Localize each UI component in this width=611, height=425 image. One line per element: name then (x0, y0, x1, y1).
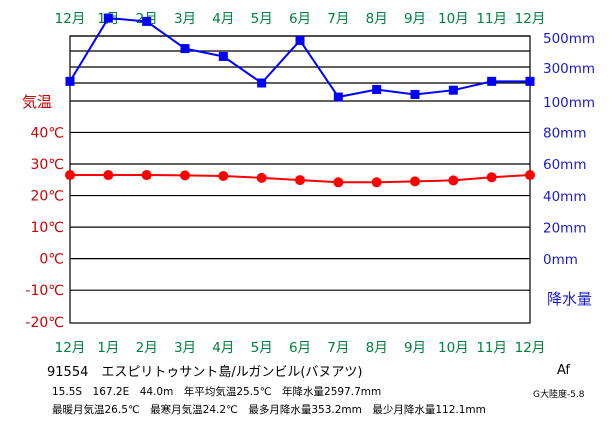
precipitation-point (525, 76, 535, 86)
temperature-point (410, 176, 420, 187)
temperature-point (486, 172, 497, 183)
temperature-point (525, 170, 535, 181)
precipitation-tick-label: 100mm (543, 95, 595, 111)
month-tick-label: 5月 (251, 340, 273, 356)
precipitation-point (257, 78, 267, 88)
temperature-point (180, 170, 190, 181)
temperature-point (371, 177, 382, 188)
month-labels-bottom: 12月 1月 2月 3月 4月 5月 6月 7月 8月 9月 10月 11月 12月 (55, 340, 546, 356)
temperature-tick-label: -10℃ (25, 283, 64, 299)
precipitation-axis-labels: 500mm 300mm 100mm 80mm 60mm 40mm 20mm 0mm (543, 31, 595, 268)
precipitation-point (103, 13, 113, 23)
station-extremes: 最暖月気温26.5℃ 最寒月気温24.2℃ 最多月降水量353.2mm 最少月降… (52, 404, 486, 416)
climate-class: Af (557, 363, 571, 378)
precipitation-tick-label: 0mm (543, 252, 578, 268)
temperature-series (65, 170, 535, 188)
month-tick-label: 7月 (327, 11, 349, 27)
precipitation-point (333, 92, 343, 102)
temperature-axis-labels: 40℃ 30℃ 20℃ 10℃ 0℃ -10℃ -20℃ (25, 125, 64, 330)
chart-grid (69, 35, 531, 324)
precipitation-point (295, 35, 305, 45)
month-tick-label: 10月 (438, 11, 469, 27)
month-tick-label: 9月 (404, 340, 426, 356)
station-coords-summary: 15.5S 167.2E 44.0m 年平均気温25.5℃ 年降水量2597.7… (52, 386, 382, 398)
precipitation-axis-title: 降水量 (547, 290, 592, 308)
temperature-tick-label: 30℃ (30, 157, 64, 173)
precipitation-point (218, 51, 228, 61)
month-tick-label: 1月 (97, 340, 119, 356)
temperature-tick-label: -20℃ (25, 315, 64, 331)
precipitation-tick-label: 20mm (543, 220, 586, 236)
temperature-point (295, 175, 305, 186)
month-tick-label: 5月 (251, 11, 273, 27)
month-tick-label: 9月 (404, 11, 426, 27)
month-tick-label: 2月 (136, 340, 158, 356)
temperature-point (103, 170, 114, 181)
month-tick-label: 4月 (212, 11, 234, 27)
month-tick-label: 3月 (174, 11, 196, 27)
month-tick-label: 6月 (289, 11, 311, 27)
month-tick-label: 11月 (476, 11, 507, 27)
precipitation-point (142, 16, 152, 26)
month-tick-label: 12月 (55, 340, 86, 356)
continentality-index: G大陸度-5.8 (533, 390, 585, 400)
precipitation-tick-label: 60mm (543, 157, 586, 173)
temperature-tick-label: 10℃ (30, 220, 64, 236)
precipitation-point (65, 76, 75, 86)
precipitation-tick-label: 500mm (543, 31, 595, 47)
precipitation-line (69, 17, 530, 99)
month-tick-label: 7月 (327, 340, 349, 356)
temperature-point (65, 170, 75, 181)
month-tick-label: 12月 (515, 11, 546, 27)
station-name: 91554 エスピリトゥサント島/ルガンビル(バヌアツ) (47, 365, 363, 380)
precipitation-point (448, 85, 458, 95)
precipitation-tick-label: 80mm (543, 126, 586, 142)
month-tick-label: 12月 (55, 11, 86, 27)
precipitation-point (372, 85, 382, 95)
month-tick-label: 6月 (289, 340, 311, 356)
temperature-point (448, 175, 459, 186)
month-tick-label: 10月 (438, 340, 469, 356)
temperature-tick-label: 40℃ (30, 125, 64, 141)
precipitation-point (180, 44, 190, 54)
month-tick-label: 12月 (515, 340, 546, 356)
temperature-point (333, 177, 344, 188)
month-tick-label: 8月 (366, 340, 388, 356)
precipitation-point (487, 76, 497, 86)
precipitation-tick-label: 300mm (543, 61, 595, 77)
month-tick-label: 11月 (476, 340, 507, 356)
temperature-point (141, 170, 152, 181)
temperature-axis-title: 気温 (22, 93, 52, 111)
temperature-point (218, 170, 229, 181)
temperature-point (256, 172, 267, 183)
temperature-tick-label: 0℃ (39, 252, 64, 268)
precipitation-point (410, 89, 420, 99)
precipitation-tick-label: 40mm (543, 189, 586, 205)
precipitation-series (65, 13, 535, 102)
month-tick-label: 8月 (366, 11, 388, 27)
month-tick-label: 3月 (174, 340, 196, 356)
temperature-tick-label: 20℃ (30, 189, 64, 205)
month-tick-label: 4月 (212, 340, 234, 356)
